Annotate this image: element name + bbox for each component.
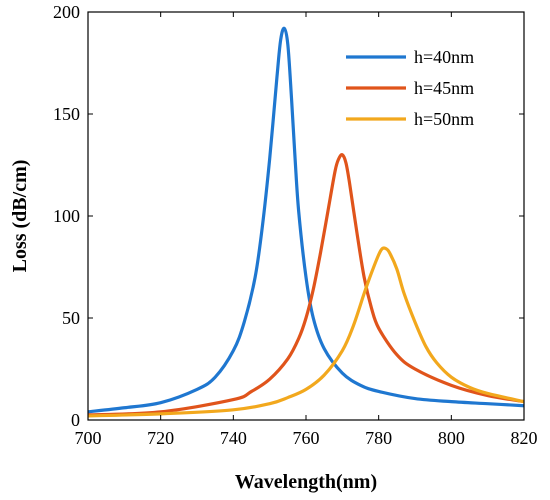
series-line-3 (88, 246, 524, 418)
y-tick-label: 200 (53, 2, 80, 22)
y-tick-label: 100 (53, 206, 80, 226)
x-tick-label: 720 (147, 428, 174, 448)
legend-label-3: h=50nm (414, 109, 474, 129)
y-tick-label: 50 (62, 308, 80, 328)
y-tick-label: 150 (53, 104, 80, 124)
series-line-1 (88, 26, 524, 414)
series-line-2 (88, 153, 524, 417)
x-axis-title: Wavelength(nm) (235, 471, 377, 493)
y-tick-label: 0 (71, 410, 80, 430)
legend-label-2: h=45nm (414, 78, 474, 98)
plot-frame (87, 11, 525, 421)
x-tick-label: 800 (438, 428, 465, 448)
x-tick-label: 760 (293, 428, 320, 448)
ticks-layer: 700 720 740 760 780 800 820 0 50 100 150 200 (53, 2, 538, 448)
legend-label-1: h=40nm (414, 47, 474, 67)
x-tick-label: 740 (220, 428, 247, 448)
x-tick-label: 820 (511, 428, 538, 448)
legend: h=40nm h=45nm h=50nm (346, 47, 474, 129)
series-layer (88, 26, 524, 418)
x-tick-label: 700 (75, 428, 102, 448)
x-tick-label: 780 (365, 428, 392, 448)
y-axis-title: Loss (dB/cm) (9, 160, 31, 273)
